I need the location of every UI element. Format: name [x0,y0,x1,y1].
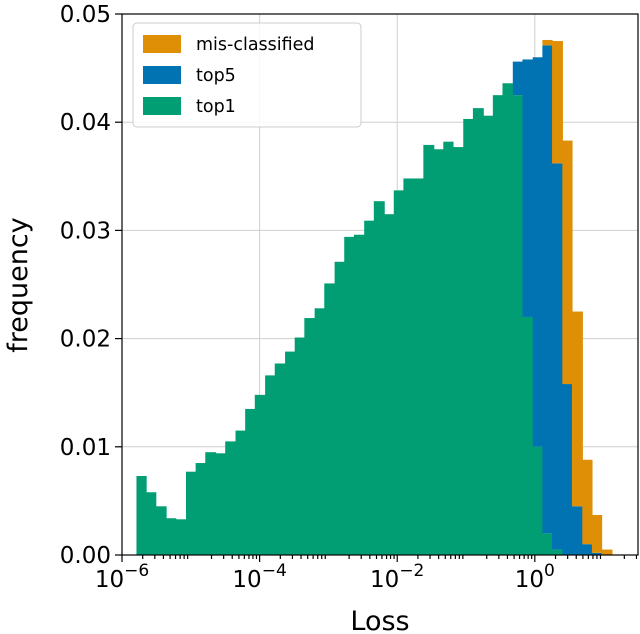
legend-swatch-mis-classified [143,35,181,53]
bar-top1-bin-26 [393,190,405,555]
bar-top1-bin-42 [552,549,563,555]
bar-top1-bin-18 [314,308,325,555]
y-tick-label-4: 0.04 [60,110,111,136]
bar-top1-bin-10 [235,430,246,555]
x-tick-labels: 10−6 10−4 10−2 100 [95,561,555,593]
bar-top1-bin-12 [254,394,266,555]
bar-top1-bin-17 [304,318,316,555]
bar-top1-bin-24 [373,201,385,555]
bar-top1-bin-1 [146,492,157,555]
axis-ticks [115,13,638,562]
bar-top1-bin-5 [185,471,197,555]
bar-top1-bin-37 [502,83,514,556]
bar-top5-bin-42 [552,163,563,550]
legend: mis-classified top5 top1 [132,22,362,128]
x-tick-label-1: 10−4 [232,561,286,593]
bar-top5-bin-41 [542,45,553,534]
bar-top1-bin-14 [274,363,286,555]
x-tick-label-2: 10−2 [370,561,424,593]
bar-top1-bin-19 [324,283,336,555]
bar-top1-bin-2 [155,506,167,555]
bar-top1-bin-27 [403,178,415,556]
bar-top1-bin-22 [353,234,365,555]
bar-top1-bin-29 [423,144,435,555]
bar-top1-bin-41 [542,533,553,555]
plot-frame [121,13,639,556]
y-tick-label-1: 0.01 [60,435,111,461]
x-tick-label-0: 10−6 [95,561,149,593]
bar-top1-bin-6 [195,463,206,555]
bar-mis-classified-bin-45 [582,459,593,545]
legend-label-top1: top1 [196,97,236,117]
legend-swatch-top1 [143,97,181,115]
bar-top5-bin-40 [532,57,543,447]
bar-mis-classified-bin-44 [571,311,583,507]
bar-top1-bin-21 [344,236,355,555]
bar-top1-bin-15 [285,351,296,555]
bar-top1-bin-9 [225,441,237,555]
bar-top1-bin-8 [215,453,226,555]
bar-top1-bin-30 [433,149,444,555]
bar-top5-bin-38 [512,61,524,96]
bar-top1-bin-25 [384,214,395,556]
y-tick-labels: 0.00 0.01 0.02 0.03 0.04 0.05 [60,2,111,569]
bar-top1-bin-11 [245,408,256,555]
bar-top1-bin-20 [334,261,345,555]
bar-top1-bin-40 [532,446,543,555]
histogram-bars [136,39,613,556]
bar-top1-bin-3 [166,518,177,555]
y-tick-label-3: 0.03 [60,218,111,244]
y-tick-label-5: 0.05 [60,2,111,28]
y-axis-label: frequency [3,217,34,352]
legend-label-mis-classified: mis-classified [196,35,315,55]
bar-mis-classified-bin-42 [552,41,563,164]
bar-top1-bin-31 [443,141,454,555]
bar-top5-bin-39 [522,59,534,317]
bar-mis-classified-bin-47 [601,549,613,555]
bar-top1-bin-28 [413,178,424,556]
bar-top1-bin-34 [472,108,484,555]
bar-top5-bin-46 [591,552,603,555]
bar-top1-bin-38 [512,95,524,556]
y-tick-label-2: 0.02 [60,327,111,353]
legend-swatch-top5 [143,66,181,84]
bar-top1-bin-13 [265,375,276,555]
x-axis-label: Loss [350,606,409,634]
bar-top1-bin-16 [294,337,305,555]
legend-label-top5: top5 [196,66,236,86]
bar-top1-bin-32 [452,147,464,555]
bar-mis-classified-bin-41 [542,39,553,46]
bar-top5-bin-45 [582,544,593,555]
bar-mis-classified-bin-46 [591,514,603,553]
bar-top1-bin-35 [483,115,494,555]
y-tick-label-0: 0.00 [60,543,111,569]
bar-mis-classified-bin-43 [562,140,573,385]
bar-top1-bin-7 [205,452,217,555]
legend-box [132,22,362,128]
bar-top1-bin-36 [492,95,504,556]
legend-items: mis-classified top5 top1 [143,35,315,117]
bar-top1-bin-0 [136,476,147,555]
bar-top1-bin-4 [175,519,187,555]
x-tick-label-3: 100 [515,561,555,593]
bar-top1-bin-23 [364,220,375,556]
bar-top5-bin-44 [571,506,583,555]
bar-top1-bin-33 [463,118,474,555]
bar-top1-bin-39 [522,316,534,555]
bar-top5-bin-43 [562,384,573,555]
